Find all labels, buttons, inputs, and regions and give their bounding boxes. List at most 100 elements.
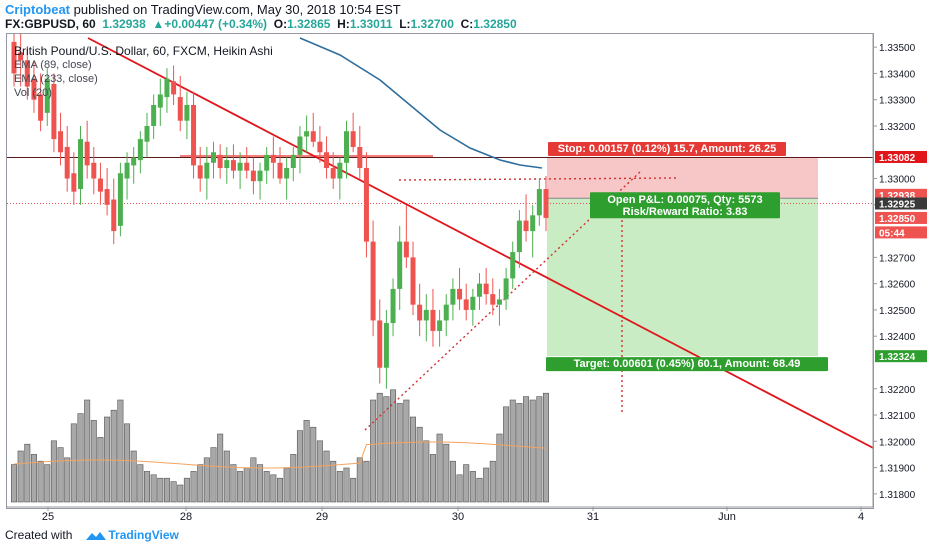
volume-bar	[449, 460, 456, 503]
volume-bar	[203, 457, 210, 503]
volume-bar	[429, 454, 436, 503]
volume-bar	[64, 457, 71, 503]
legend-ema89[interactable]: EMA (89, close)	[14, 59, 92, 71]
candle-body	[304, 131, 310, 137]
candle-body	[177, 97, 183, 121]
candle-body	[64, 146, 70, 179]
volume-bar	[250, 457, 257, 503]
candle-body	[230, 160, 236, 171]
price-tick-label: 1.33200	[879, 122, 916, 133]
volume-bar	[137, 464, 144, 503]
candle-body	[437, 320, 443, 331]
volume-bar	[230, 464, 237, 503]
tradingview-logo-icon	[86, 532, 106, 540]
price-tag-bg	[875, 150, 927, 163]
volume-bar	[57, 447, 64, 503]
tradingview-link[interactable]: TradingView	[108, 528, 179, 542]
open-value: 1.32865	[287, 17, 331, 31]
candle-body	[71, 173, 77, 192]
candle-body	[270, 154, 276, 163]
volume-bar	[70, 423, 77, 503]
candle-body	[97, 178, 103, 192]
volume-bar	[523, 396, 530, 503]
price-tick-label: 1.32200	[879, 385, 916, 396]
candle-body	[390, 288, 396, 324]
rr-label: Risk/Reward Ratio: 3.83	[623, 206, 748, 218]
candle-body	[370, 241, 376, 321]
volume-bar	[50, 440, 57, 503]
candle-body	[44, 78, 50, 113]
volume-bar	[124, 423, 131, 503]
volume-bar	[144, 471, 151, 503]
volume-bar	[336, 471, 343, 503]
time-tick-label: 31	[587, 511, 599, 523]
close-label: C:	[460, 17, 474, 31]
candle-body	[516, 220, 522, 253]
volume-bar	[383, 396, 390, 503]
price-tag-label: 05:44	[879, 228, 905, 239]
volume-bar	[30, 454, 37, 503]
indicator-legend: British Pound/U.S. Dollar, 60, FXCM, Hei…	[14, 44, 273, 100]
volume-bar	[443, 443, 450, 503]
candle-body	[510, 252, 516, 279]
ema-line	[299, 37, 543, 169]
last-price: 1.32938	[102, 17, 146, 31]
volume-bar	[183, 477, 190, 503]
price-tick-label: 1.32500	[879, 306, 916, 317]
candle-body	[11, 41, 17, 74]
volume-bar	[24, 443, 31, 503]
volume-bar	[489, 460, 496, 503]
volume-bar	[90, 420, 97, 503]
candle-body	[317, 141, 323, 153]
time-tick-label: 30	[452, 511, 464, 523]
volume-bar	[150, 474, 157, 503]
price-tag-label: 1.33082	[879, 153, 916, 164]
volume-bar	[77, 413, 84, 503]
volume-ma-line	[13, 441, 547, 469]
volume-bar	[423, 440, 430, 503]
legend-volume[interactable]: Vol (20)	[14, 87, 52, 99]
price-tick-label: 1.31900	[879, 464, 916, 475]
candle-body	[377, 320, 383, 368]
volume-bar	[210, 447, 217, 503]
candle-body	[151, 104, 157, 126]
volume-bar	[243, 467, 250, 503]
volume-bar	[516, 403, 523, 503]
volume-bar	[330, 460, 337, 503]
time-tick-label: 25	[42, 511, 54, 523]
candle-body	[244, 162, 250, 171]
candles	[11, 34, 549, 389]
low-label: L:	[399, 17, 411, 31]
candle-body	[470, 296, 476, 310]
candle-body	[457, 288, 463, 300]
stop-label: Stop: 0.00157 (0.12%) 15.7, Amount: 26.2…	[558, 143, 776, 155]
candle-body	[157, 94, 163, 108]
footer: Created with TradingView	[5, 528, 179, 542]
author-link[interactable]: Criptobeat	[5, 2, 70, 17]
price-tick-label: 1.33500	[879, 43, 916, 54]
candle-body	[184, 104, 190, 121]
volume-bar	[84, 399, 91, 503]
candle-body	[197, 165, 203, 179]
volume-bar	[190, 471, 197, 503]
stop-label-bg	[548, 141, 786, 156]
price-tag-label: 1.32925	[879, 199, 916, 210]
target-label: Target: 0.00601 (0.45%) 60.1, Amount: 68…	[574, 358, 801, 370]
volume-bar	[376, 392, 383, 503]
candle-body	[417, 304, 423, 321]
candle-body	[277, 162, 283, 179]
candle-body	[58, 131, 64, 153]
candle-body	[310, 131, 316, 142]
candle-body	[410, 257, 416, 305]
pnl-label-bg	[590, 192, 780, 219]
volume-bar	[463, 464, 470, 503]
candle-body	[84, 141, 90, 166]
candle-body	[290, 154, 296, 169]
candle-body	[91, 162, 97, 179]
legend-ema233[interactable]: EMA (233, close)	[14, 73, 98, 85]
candle-body	[344, 131, 349, 163]
candle-body	[430, 309, 436, 331]
symbol-header: FX:GBPUSD, 60 1.32938 ▲+0.00447 (+0.34%)…	[5, 17, 517, 31]
price-tick-label: 1.32100	[879, 411, 916, 422]
